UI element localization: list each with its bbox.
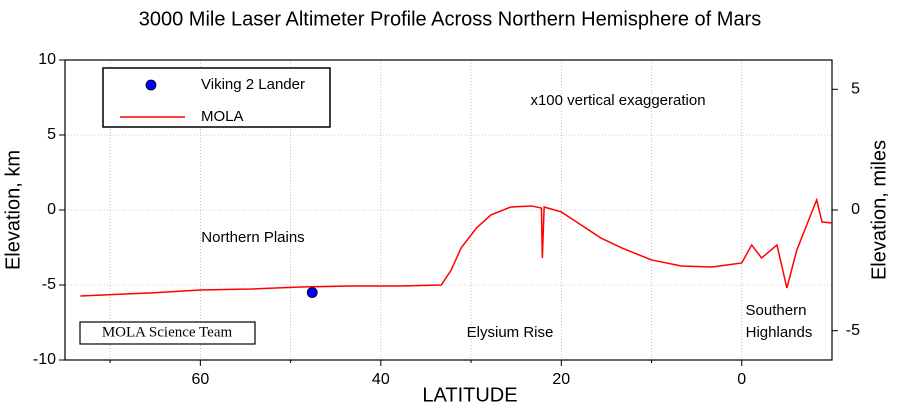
annotation: Southern [746, 302, 807, 319]
legend-marker [145, 79, 157, 91]
x-tick-label: 0 [737, 371, 746, 388]
profile-line [80, 197, 833, 297]
annotation: x100 vertical exaggeration [530, 92, 705, 109]
y-tick-label: -10 [33, 351, 56, 368]
x-tick-label: 20 [552, 371, 570, 388]
chart-title: 3000 Mile Laser Altimeter Profile Across… [139, 8, 761, 30]
y2-tick-label: -5 [846, 322, 860, 339]
annotation: Highlands [746, 324, 813, 341]
y-tick-label: 5 [47, 126, 56, 143]
lander-point [306, 287, 318, 298]
x-tick-label: 40 [372, 371, 390, 388]
y-axis-label: Elevation, km [2, 150, 24, 270]
annotation: Elysium Rise [467, 324, 554, 341]
y-tick-label: 10 [38, 51, 56, 68]
y2-axis-label: Elevation, miles [868, 140, 890, 280]
annotation: Northern Plains [201, 229, 304, 246]
legend-label: Viking 2 Lander [201, 76, 305, 93]
legend-label: MOLA [201, 108, 244, 125]
x-tick-label: 60 [191, 371, 209, 388]
y-tick-label: 0 [47, 201, 56, 218]
y-tick-label: -5 [42, 276, 56, 293]
credit: MOLA Science Team [102, 324, 233, 340]
y2-tick-label: 5 [851, 81, 860, 98]
credit-box [79, 321, 256, 345]
x-axis-label: LATITUDE [422, 384, 517, 405]
y2-tick-label: 0 [851, 201, 860, 218]
plot-frame [64, 59, 833, 361]
